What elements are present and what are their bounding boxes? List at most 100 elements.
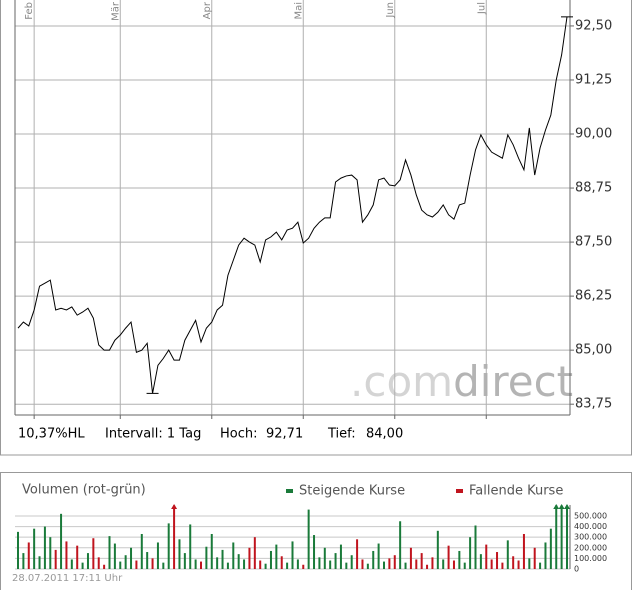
y-tick-label: 300.000 bbox=[574, 533, 607, 542]
volume-bar bbox=[248, 547, 251, 569]
y-tick-label: 91,25 bbox=[575, 72, 612, 87]
legend-swatch bbox=[456, 489, 463, 493]
volume-bar bbox=[506, 540, 509, 569]
x-tick-label: Jun bbox=[385, 2, 396, 19]
y-tick-label: 92,50 bbox=[575, 18, 612, 33]
volume-bar bbox=[210, 533, 213, 569]
volume-bar bbox=[522, 533, 525, 569]
y-tick-label: 0 bbox=[574, 565, 579, 574]
volume-bar bbox=[243, 559, 246, 569]
volume-bar bbox=[313, 535, 316, 569]
volume-bar bbox=[307, 509, 310, 569]
volume-bar bbox=[226, 562, 229, 569]
volume-bar bbox=[366, 563, 369, 569]
volume-bar bbox=[420, 553, 423, 569]
volume-bar bbox=[108, 536, 111, 569]
volume-bar bbox=[178, 539, 181, 569]
volume-title: Volumen (rot-grün) bbox=[22, 483, 146, 498]
volume-bar bbox=[474, 525, 477, 569]
volume-bar bbox=[146, 552, 149, 569]
volume-bar bbox=[22, 553, 25, 569]
volume-bar bbox=[49, 537, 52, 569]
volume-bar bbox=[452, 560, 455, 569]
y-tick-label: 500.000 bbox=[574, 511, 607, 520]
volume-bar bbox=[76, 545, 79, 569]
volume-bar bbox=[409, 547, 412, 569]
volume-bar bbox=[350, 555, 353, 569]
volume-bar bbox=[404, 562, 407, 569]
overflow-arrow bbox=[564, 504, 570, 509]
x-tick-label: Jul bbox=[476, 2, 487, 15]
volume-bar bbox=[318, 557, 321, 569]
volume-bar bbox=[33, 528, 36, 569]
volume-bar bbox=[216, 557, 219, 569]
volume-bar bbox=[54, 549, 57, 569]
volume-bar bbox=[264, 563, 267, 569]
y-tick-label: 200.000 bbox=[574, 543, 607, 552]
volume-bar bbox=[156, 542, 159, 569]
volume-bar bbox=[356, 539, 359, 569]
volume-bar bbox=[221, 549, 224, 569]
watermark: .comdirect bbox=[350, 357, 573, 406]
timestamp: 28.07.2011 17:11 Uhr bbox=[12, 573, 123, 584]
stat-high: 92,71 bbox=[266, 427, 303, 442]
volume-bar bbox=[544, 542, 547, 569]
volume-bar bbox=[566, 505, 568, 569]
volume-bar bbox=[377, 543, 380, 569]
volume-bar bbox=[458, 550, 461, 569]
volume-bar bbox=[555, 505, 558, 569]
volume-bar bbox=[43, 526, 46, 569]
volume-bar bbox=[479, 554, 482, 569]
volume-bar bbox=[383, 561, 385, 569]
volume-bar bbox=[345, 562, 348, 569]
volume-bar bbox=[130, 547, 133, 569]
volume-bar bbox=[447, 545, 450, 569]
x-tick-label: Feb bbox=[24, 2, 35, 20]
volume-bar bbox=[70, 559, 73, 569]
volume-bar bbox=[426, 564, 429, 569]
volume-bar bbox=[388, 558, 391, 569]
volume-bar bbox=[103, 564, 106, 569]
volume-bar bbox=[431, 557, 434, 569]
volume-bar bbox=[65, 541, 68, 569]
volume-bar bbox=[334, 553, 337, 569]
legend-label: Fallende Kurse bbox=[469, 484, 563, 499]
volume-bar bbox=[372, 550, 375, 569]
volume-bar bbox=[329, 560, 332, 569]
volume-bar bbox=[280, 556, 283, 569]
y-tick-label: 90,00 bbox=[575, 127, 612, 142]
stat-low: 84,00 bbox=[366, 427, 403, 442]
x-tick-label: Mai bbox=[293, 2, 304, 20]
volume-bar bbox=[151, 558, 154, 569]
volume-bar bbox=[291, 541, 294, 569]
volume-bar bbox=[463, 562, 466, 569]
volume-bar bbox=[253, 537, 256, 569]
volume-bar bbox=[275, 544, 278, 569]
legend-swatch bbox=[286, 489, 293, 493]
volume-bar bbox=[38, 556, 41, 569]
overflow-arrow bbox=[558, 504, 565, 509]
volume-bar bbox=[92, 538, 95, 569]
volume-bar bbox=[124, 555, 127, 569]
volume-bar bbox=[490, 559, 493, 569]
volume-bar bbox=[528, 558, 531, 569]
x-tick-label: Mär bbox=[110, 1, 121, 21]
volume-bar bbox=[442, 559, 445, 569]
volume-bar bbox=[512, 556, 515, 569]
y-tick-label: 400.000 bbox=[574, 522, 607, 531]
volume-bar bbox=[173, 505, 176, 569]
volume-bar bbox=[549, 528, 552, 569]
y-tick-label: 88,75 bbox=[575, 181, 612, 196]
volume-bar bbox=[113, 543, 116, 569]
volume-bar bbox=[183, 553, 186, 569]
volume-bar bbox=[539, 562, 542, 569]
y-tick-label: 100.000 bbox=[574, 554, 607, 563]
volume-bar bbox=[339, 544, 342, 569]
volume-bar bbox=[194, 559, 197, 569]
volume-bar bbox=[469, 537, 472, 569]
volume-bar bbox=[81, 562, 84, 569]
volume-bar bbox=[135, 560, 138, 569]
y-tick-label: 83,75 bbox=[575, 397, 612, 412]
x-tick-label: Apr bbox=[202, 1, 213, 19]
